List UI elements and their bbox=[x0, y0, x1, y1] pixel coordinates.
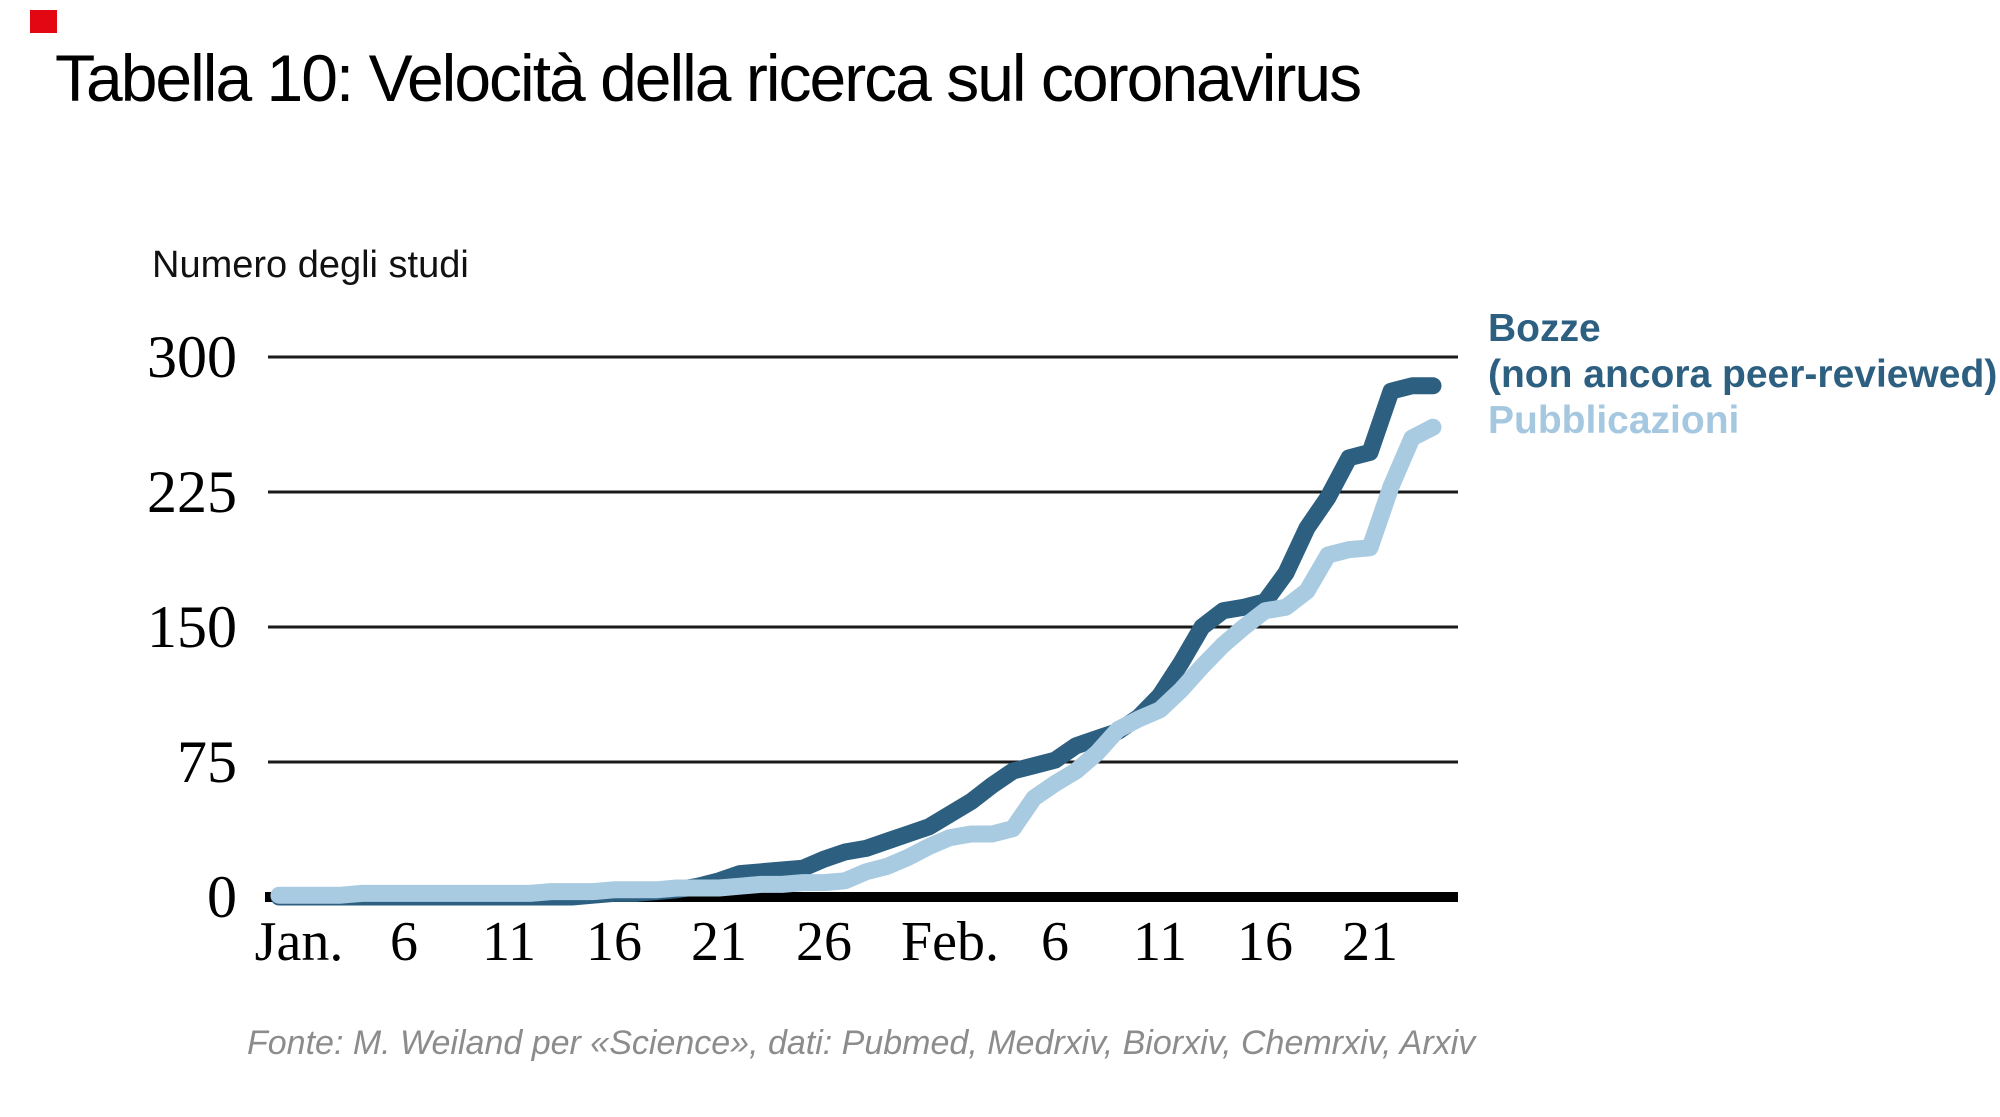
legend-label-peer-reviewed: (non ancora peer-reviewed) bbox=[1488, 353, 1998, 396]
legend-label-bozze: Bozze bbox=[1488, 307, 1601, 350]
x-tick-label-6-Feb: Feb. bbox=[901, 911, 999, 973]
y-tick-label-300: 300 bbox=[147, 324, 237, 390]
x-tick-label-8-11: 11 bbox=[1133, 911, 1187, 973]
legend: Bozze (non ancora peer-reviewed) Pubblic… bbox=[1488, 306, 1997, 444]
chart-title: Tabella 10: Velocità della ricerca sul c… bbox=[55, 41, 1362, 115]
x-tick-label-3-16: 16 bbox=[586, 911, 642, 973]
y-axis-title: Numero degli studi bbox=[152, 244, 469, 286]
pubblicazioni-line bbox=[270, 418, 1442, 904]
legend-label-pubblicazioni: Pubblicazioni bbox=[1488, 399, 1740, 442]
y-tick-label-225: 225 bbox=[147, 459, 237, 525]
x-tick-label-9-16: 16 bbox=[1237, 911, 1293, 973]
y-tick-label-150: 150 bbox=[147, 594, 237, 660]
y-tick-label-75: 75 bbox=[177, 729, 237, 795]
x-tick-label-1-6: 6 bbox=[390, 911, 418, 973]
x-tick-label-7-6: 6 bbox=[1041, 911, 1069, 973]
x-tick-label-10-21: 21 bbox=[1342, 911, 1398, 973]
x-tick-label-4-21: 21 bbox=[691, 911, 747, 973]
y-tick-label-0: 0 bbox=[207, 864, 237, 930]
bozze-line bbox=[270, 377, 1442, 906]
x-tick-label-5-26: 26 bbox=[796, 911, 852, 973]
accent-square bbox=[30, 10, 57, 33]
source-note: Fonte: M. Weiland per «Science», dati: P… bbox=[247, 1024, 1476, 1062]
x-tick-label-0-Jan: Jan. bbox=[254, 911, 344, 973]
x-tick-label-2-11: 11 bbox=[482, 911, 536, 973]
